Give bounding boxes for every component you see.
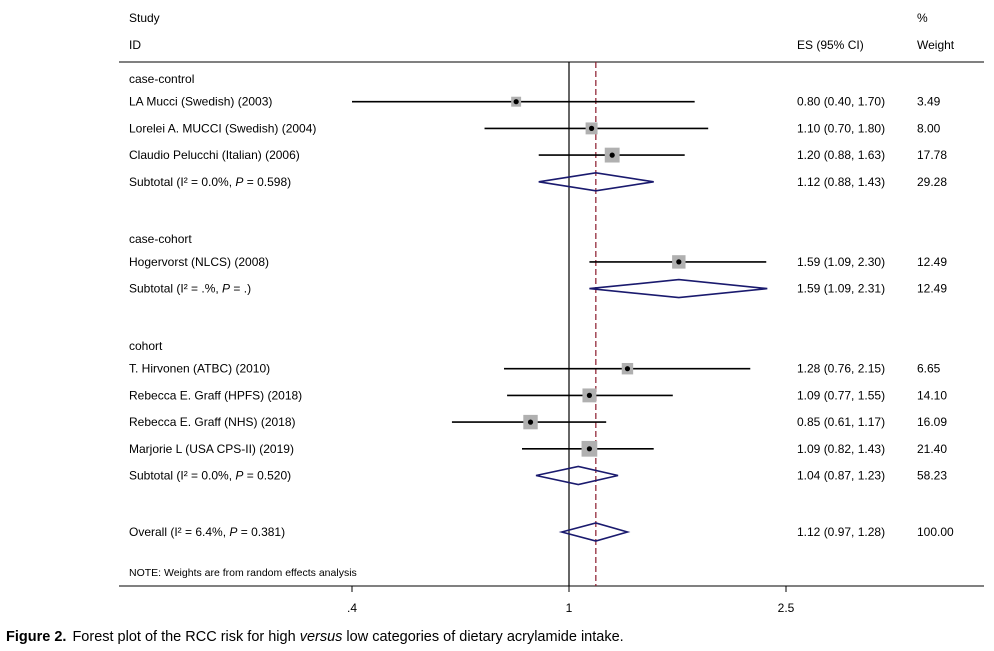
x-tick-label: 1 bbox=[566, 601, 573, 615]
study-label: Claudio Pelucchi (Italian) (2006) bbox=[129, 148, 300, 162]
study-es-ci: 1.59 (1.09, 2.30) bbox=[797, 255, 885, 269]
subtotal-es-ci: 1.12 (0.88, 1.43) bbox=[797, 175, 885, 189]
point-estimate bbox=[609, 152, 615, 158]
study-label: LA Mucci (Swedish) (2003) bbox=[129, 95, 272, 109]
study-weight: 3.49 bbox=[917, 95, 941, 109]
subtotal-label: Subtotal (I² = 0.0%, P = 0.598) bbox=[129, 175, 291, 189]
subtotal-weight: 12.49 bbox=[917, 282, 947, 296]
header-percent: % bbox=[917, 11, 928, 25]
study-label: Hogervorst (NLCS) (2008) bbox=[129, 255, 269, 269]
figure-caption: Figure 2. Forest plot of the RCC risk for… bbox=[6, 629, 624, 645]
study-es-ci: 0.80 (0.40, 1.70) bbox=[797, 95, 885, 109]
subtotal-weight: 29.28 bbox=[917, 175, 947, 189]
point-estimate bbox=[513, 99, 519, 105]
subtotal-diamond bbox=[538, 171, 654, 192]
study-label: Marjorie L (USA CPS-II) (2019) bbox=[129, 442, 294, 456]
subtotal-label: Subtotal (I² = .%, P = .) bbox=[129, 282, 251, 296]
point-estimate bbox=[588, 125, 595, 131]
point-estimate bbox=[586, 446, 593, 452]
x-tick-label: .4 bbox=[347, 601, 357, 615]
plot-area: .4 1 2.5 case-control LA Mucci (Swedish) (20… bbox=[129, 62, 954, 615]
overall-diamond bbox=[558, 522, 631, 542]
subtotal-diamond bbox=[589, 278, 768, 299]
subtotal-weight: 58.23 bbox=[917, 469, 947, 483]
study-es-ci: 0.85 (0.61, 1.17) bbox=[797, 415, 885, 429]
study-es-ci: 1.10 (0.70, 1.80) bbox=[797, 121, 885, 135]
overall-es-ci: 1.12 (0.97, 1.28) bbox=[797, 525, 885, 539]
point-estimate bbox=[527, 419, 534, 425]
subtotal-es-ci: 1.59 (1.09, 2.31) bbox=[797, 282, 885, 296]
caption-label: Figure 2. bbox=[6, 629, 67, 645]
study-weight: 6.65 bbox=[917, 362, 941, 376]
point-estimate bbox=[586, 392, 593, 398]
study-weight: 12.49 bbox=[917, 255, 947, 269]
study-label: T. Hirvonen (ATBC) (2010) bbox=[129, 362, 270, 376]
study-weight: 14.10 bbox=[917, 388, 947, 402]
study-es-ci: 1.09 (0.82, 1.43) bbox=[797, 442, 885, 456]
point-estimate bbox=[624, 366, 631, 372]
study-es-ci: 1.28 (0.76, 2.15) bbox=[797, 362, 885, 376]
study-label: Lorelei A. MUCCI (Swedish) (2004) bbox=[129, 121, 316, 135]
study-weight: 17.78 bbox=[917, 148, 947, 162]
group-heading: case-control bbox=[129, 72, 194, 86]
header-study: Study bbox=[129, 11, 160, 25]
point-estimate bbox=[676, 259, 682, 265]
header-weight: Weight bbox=[917, 38, 955, 52]
study-weight: 21.40 bbox=[917, 442, 947, 456]
study-weight: 8.00 bbox=[917, 121, 941, 135]
group-heading: case-cohort bbox=[129, 232, 192, 246]
overall-label: Overall (I² = 6.4%, P = 0.381) bbox=[129, 525, 285, 539]
caption-italic: versus bbox=[299, 629, 343, 645]
study-label: Rebecca E. Graff (HPFS) (2018) bbox=[129, 388, 302, 402]
overall-weight: 100.00 bbox=[917, 525, 954, 539]
subtotal-label: Subtotal (I² = 0.0%, P = 0.520) bbox=[129, 469, 291, 483]
header-es: ES (95% CI) bbox=[797, 38, 864, 52]
header-id: ID bbox=[129, 38, 141, 52]
note-text: NOTE: Weights are from random effects an… bbox=[129, 567, 357, 579]
study-weight: 16.09 bbox=[917, 415, 947, 429]
group-heading: cohort bbox=[129, 339, 163, 353]
study-es-ci: 1.20 (0.88, 1.63) bbox=[797, 148, 885, 162]
caption-text-before: Forest plot of the RCC risk for high bbox=[72, 629, 300, 645]
study-es-ci: 1.09 (0.77, 1.55) bbox=[797, 388, 885, 402]
subtotal-diamond bbox=[535, 465, 619, 486]
caption-text-after: low categories of dietary acrylamide int… bbox=[342, 629, 624, 645]
subtotal-es-ci: 1.04 (0.87, 1.23) bbox=[797, 469, 885, 483]
x-tick-label: 2.5 bbox=[778, 601, 795, 615]
study-label: Rebecca E. Graff (NHS) (2018) bbox=[129, 415, 296, 429]
